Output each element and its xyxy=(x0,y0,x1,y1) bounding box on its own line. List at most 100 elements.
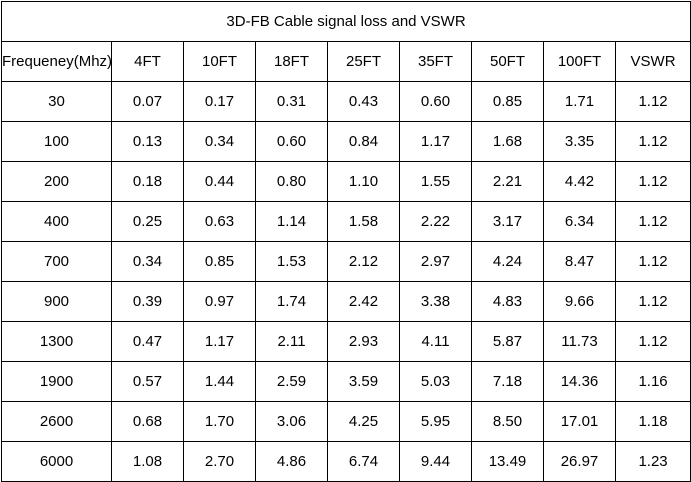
cell-10ft: 0.85 xyxy=(183,241,256,282)
cell-vswr: 1.12 xyxy=(614,201,691,242)
cell-4ft: 0.68 xyxy=(111,401,184,442)
table-row: 1300 0.47 1.17 2.11 2.93 4.11 5.87 11.73 1.12 xyxy=(1,321,691,362)
cell-50ft: 8.50 xyxy=(471,401,544,442)
table-row: 100 0.13 0.34 0.60 0.84 1.17 1.68 3.35 1.12 xyxy=(1,121,691,162)
cell-35ft: 0.60 xyxy=(399,81,472,122)
cell-100ft: 6.34 xyxy=(543,201,616,242)
cell-100ft: 1.71 xyxy=(543,81,616,122)
cell-10ft: 0.97 xyxy=(183,281,256,322)
table-row: 400 0.25 0.63 1.14 1.58 2.22 3.17 6.34 1.12 xyxy=(1,201,691,242)
cell-50ft: 1.68 xyxy=(471,121,544,162)
cell-4ft: 0.57 xyxy=(111,361,184,402)
cell-18ft: 0.31 xyxy=(255,81,328,122)
header-cell-35ft: 35FT xyxy=(399,41,472,82)
cell-10ft: 1.44 xyxy=(183,361,256,402)
cell-4ft: 0.13 xyxy=(111,121,184,162)
table-row: 700 0.34 0.85 1.53 2.12 2.97 4.24 8.47 1.12 xyxy=(1,241,691,282)
cell-10ft: 1.17 xyxy=(183,321,256,362)
cell-frequency: 200 xyxy=(1,161,112,202)
cell-18ft: 1.53 xyxy=(255,241,328,282)
table-row: 30 0.07 0.17 0.31 0.43 0.60 0.85 1.71 1.12 xyxy=(1,81,691,122)
cell-frequency: 6000 xyxy=(1,441,112,482)
header-row: Frequeney(Mhz) 4FT 10FT 18FT 25FT 35FT 5… xyxy=(1,41,691,82)
cell-35ft: 5.03 xyxy=(399,361,472,402)
cell-frequency: 30 xyxy=(1,81,112,122)
cell-10ft: 0.63 xyxy=(183,201,256,242)
cell-35ft: 2.22 xyxy=(399,201,472,242)
cell-100ft: 8.47 xyxy=(543,241,616,282)
table-row: 200 0.18 0.44 0.80 1.10 1.55 2.21 4.42 1.12 xyxy=(1,161,691,202)
cell-35ft: 3.38 xyxy=(399,281,472,322)
cell-vswr: 1.16 xyxy=(614,361,691,402)
cell-frequency: 900 xyxy=(1,281,112,322)
cell-100ft: 11.73 xyxy=(543,321,616,362)
cell-35ft: 4.11 xyxy=(399,321,472,362)
cell-vswr: 1.23 xyxy=(614,441,691,482)
cell-frequency: 2600 xyxy=(1,401,112,442)
header-cell-18ft: 18FT xyxy=(255,41,328,82)
cell-35ft: 9.44 xyxy=(399,441,472,482)
cell-35ft: 2.97 xyxy=(399,241,472,282)
cell-18ft: 1.14 xyxy=(255,201,328,242)
cell-vswr: 1.18 xyxy=(614,401,691,442)
cell-50ft: 0.85 xyxy=(471,81,544,122)
header-cell-25ft: 25FT xyxy=(327,41,400,82)
table-row: 2600 0.68 1.70 3.06 4.25 5.95 8.50 17.01 1.18 xyxy=(1,401,691,442)
cell-frequency: 1900 xyxy=(1,361,112,402)
cell-4ft: 0.25 xyxy=(111,201,184,242)
table-row: 6000 1.08 2.70 4.86 6.74 9.44 13.49 26.97 1.23 xyxy=(1,441,691,482)
cell-25ft: 2.42 xyxy=(327,281,400,322)
cell-100ft: 17.01 xyxy=(543,401,616,442)
cell-100ft: 14.36 xyxy=(543,361,616,402)
cell-4ft: 0.39 xyxy=(111,281,184,322)
cell-50ft: 13.49 xyxy=(471,441,544,482)
cell-25ft: 1.10 xyxy=(327,161,400,202)
cell-vswr: 1.12 xyxy=(614,161,691,202)
cell-50ft: 2.21 xyxy=(471,161,544,202)
cell-4ft: 0.07 xyxy=(111,81,184,122)
cell-25ft: 1.58 xyxy=(327,201,400,242)
cell-4ft: 0.34 xyxy=(111,241,184,282)
cell-25ft: 0.84 xyxy=(327,121,400,162)
header-cell-50ft: 50FT xyxy=(471,41,544,82)
cell-18ft: 3.06 xyxy=(255,401,328,442)
title-row: 3D-FB Cable signal loss and VSWR xyxy=(0,1,691,42)
cell-25ft: 6.74 xyxy=(327,441,400,482)
cell-4ft: 0.18 xyxy=(111,161,184,202)
cell-100ft: 9.66 xyxy=(543,281,616,322)
cell-25ft: 3.59 xyxy=(327,361,400,402)
cell-frequency: 1300 xyxy=(1,321,112,362)
cell-25ft: 4.25 xyxy=(327,401,400,442)
cell-vswr: 1.12 xyxy=(614,281,691,322)
cell-10ft: 0.17 xyxy=(183,81,256,122)
cell-18ft: 1.74 xyxy=(255,281,328,322)
header-cell-vswr: VSWR xyxy=(614,41,691,82)
header-cell-100ft: 100FT xyxy=(543,41,616,82)
header-cell-frequency: Frequeney(Mhz) xyxy=(1,41,112,82)
cell-50ft: 4.83 xyxy=(471,281,544,322)
cell-25ft: 0.43 xyxy=(327,81,400,122)
cell-100ft: 3.35 xyxy=(543,121,616,162)
cell-vswr: 1.12 xyxy=(614,121,691,162)
cell-4ft: 0.47 xyxy=(111,321,184,362)
cell-18ft: 0.60 xyxy=(255,121,328,162)
header-cell-4ft: 4FT xyxy=(111,41,184,82)
cell-18ft: 2.59 xyxy=(255,361,328,402)
cell-vswr: 1.12 xyxy=(614,81,691,122)
cell-4ft: 1.08 xyxy=(111,441,184,482)
cell-25ft: 2.93 xyxy=(327,321,400,362)
cell-50ft: 5.87 xyxy=(471,321,544,362)
cell-10ft: 2.70 xyxy=(183,441,256,482)
header-cell-10ft: 10FT xyxy=(183,41,256,82)
cell-35ft: 1.17 xyxy=(399,121,472,162)
cell-10ft: 0.44 xyxy=(183,161,256,202)
cell-10ft: 0.34 xyxy=(183,121,256,162)
table-row: 900 0.39 0.97 1.74 2.42 3.38 4.83 9.66 1.12 xyxy=(1,281,691,322)
cell-18ft: 4.86 xyxy=(255,441,328,482)
cell-frequency: 700 xyxy=(1,241,112,282)
cell-100ft: 4.42 xyxy=(543,161,616,202)
cell-35ft: 1.55 xyxy=(399,161,472,202)
table-title: 3D-FB Cable signal loss and VSWR xyxy=(0,1,691,42)
